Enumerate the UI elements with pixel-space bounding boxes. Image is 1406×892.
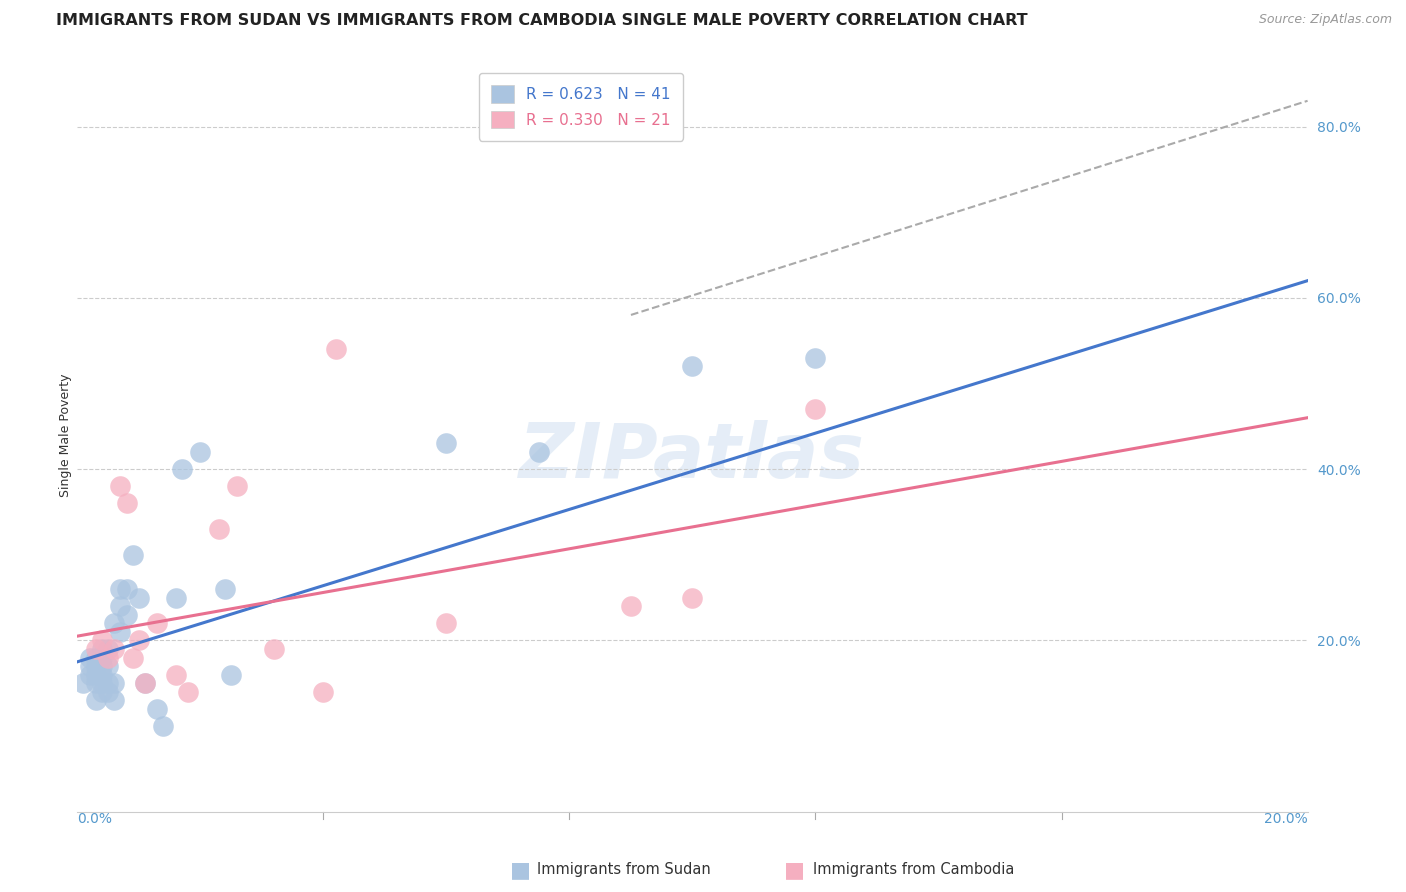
Point	[115, 582, 138, 596]
Point	[152, 719, 174, 733]
Point	[103, 676, 125, 690]
Y-axis label: Single Male Poverty: Single Male Poverty	[59, 373, 72, 497]
Point	[128, 633, 150, 648]
Point	[110, 624, 132, 639]
Text: ZIPatlas: ZIPatlas	[519, 420, 866, 494]
Point	[146, 616, 169, 631]
Point	[620, 599, 643, 614]
Point	[103, 642, 125, 657]
Point	[110, 479, 132, 493]
Point	[90, 633, 114, 648]
Point	[90, 667, 114, 681]
Point	[263, 642, 285, 657]
Point	[103, 616, 125, 631]
Point	[214, 582, 236, 596]
Text: Immigrants from Cambodia: Immigrants from Cambodia	[813, 863, 1014, 877]
Point	[134, 676, 156, 690]
Point	[90, 642, 114, 657]
Point	[146, 702, 169, 716]
Point	[115, 607, 138, 622]
Text: ■: ■	[785, 860, 804, 880]
Point	[527, 445, 550, 459]
Point	[84, 650, 107, 665]
Point	[84, 693, 107, 707]
Point	[84, 659, 107, 673]
Text: 20.0%: 20.0%	[1264, 812, 1308, 826]
Point	[90, 685, 114, 699]
Text: 0.0%: 0.0%	[77, 812, 112, 826]
Point	[84, 642, 107, 657]
Point	[79, 667, 101, 681]
Point	[804, 351, 827, 365]
Point	[226, 479, 249, 493]
Point	[436, 616, 458, 631]
Point	[208, 522, 231, 536]
Point	[72, 676, 94, 690]
Point	[97, 642, 120, 657]
Point	[110, 599, 132, 614]
Point	[170, 462, 193, 476]
Text: Source: ZipAtlas.com: Source: ZipAtlas.com	[1258, 13, 1392, 27]
Point	[79, 650, 101, 665]
Point	[134, 676, 156, 690]
Point	[312, 685, 335, 699]
Text: ■: ■	[510, 860, 530, 880]
Point	[84, 667, 107, 681]
Point	[165, 667, 187, 681]
Point	[97, 659, 120, 673]
Point	[188, 445, 212, 459]
Point	[90, 676, 114, 690]
Point	[97, 650, 120, 665]
Text: Immigrants from Sudan: Immigrants from Sudan	[537, 863, 711, 877]
Point	[165, 591, 187, 605]
Point	[177, 685, 200, 699]
Point	[110, 582, 132, 596]
Point	[121, 548, 143, 562]
Point	[219, 667, 242, 681]
Point	[325, 342, 347, 356]
Point	[97, 685, 120, 699]
Point	[97, 676, 120, 690]
Point	[128, 591, 150, 605]
Point	[682, 359, 704, 374]
Legend: R = 0.623   N = 41, R = 0.330   N = 21: R = 0.623 N = 41, R = 0.330 N = 21	[478, 73, 683, 141]
Point	[79, 659, 101, 673]
Point	[90, 650, 114, 665]
Point	[682, 591, 704, 605]
Text: IMMIGRANTS FROM SUDAN VS IMMIGRANTS FROM CAMBODIA SINGLE MALE POVERTY CORRELATIO: IMMIGRANTS FROM SUDAN VS IMMIGRANTS FROM…	[56, 13, 1028, 29]
Point	[804, 402, 827, 417]
Point	[115, 496, 138, 510]
Point	[121, 650, 143, 665]
Point	[90, 659, 114, 673]
Point	[436, 436, 458, 450]
Point	[84, 676, 107, 690]
Point	[103, 693, 125, 707]
